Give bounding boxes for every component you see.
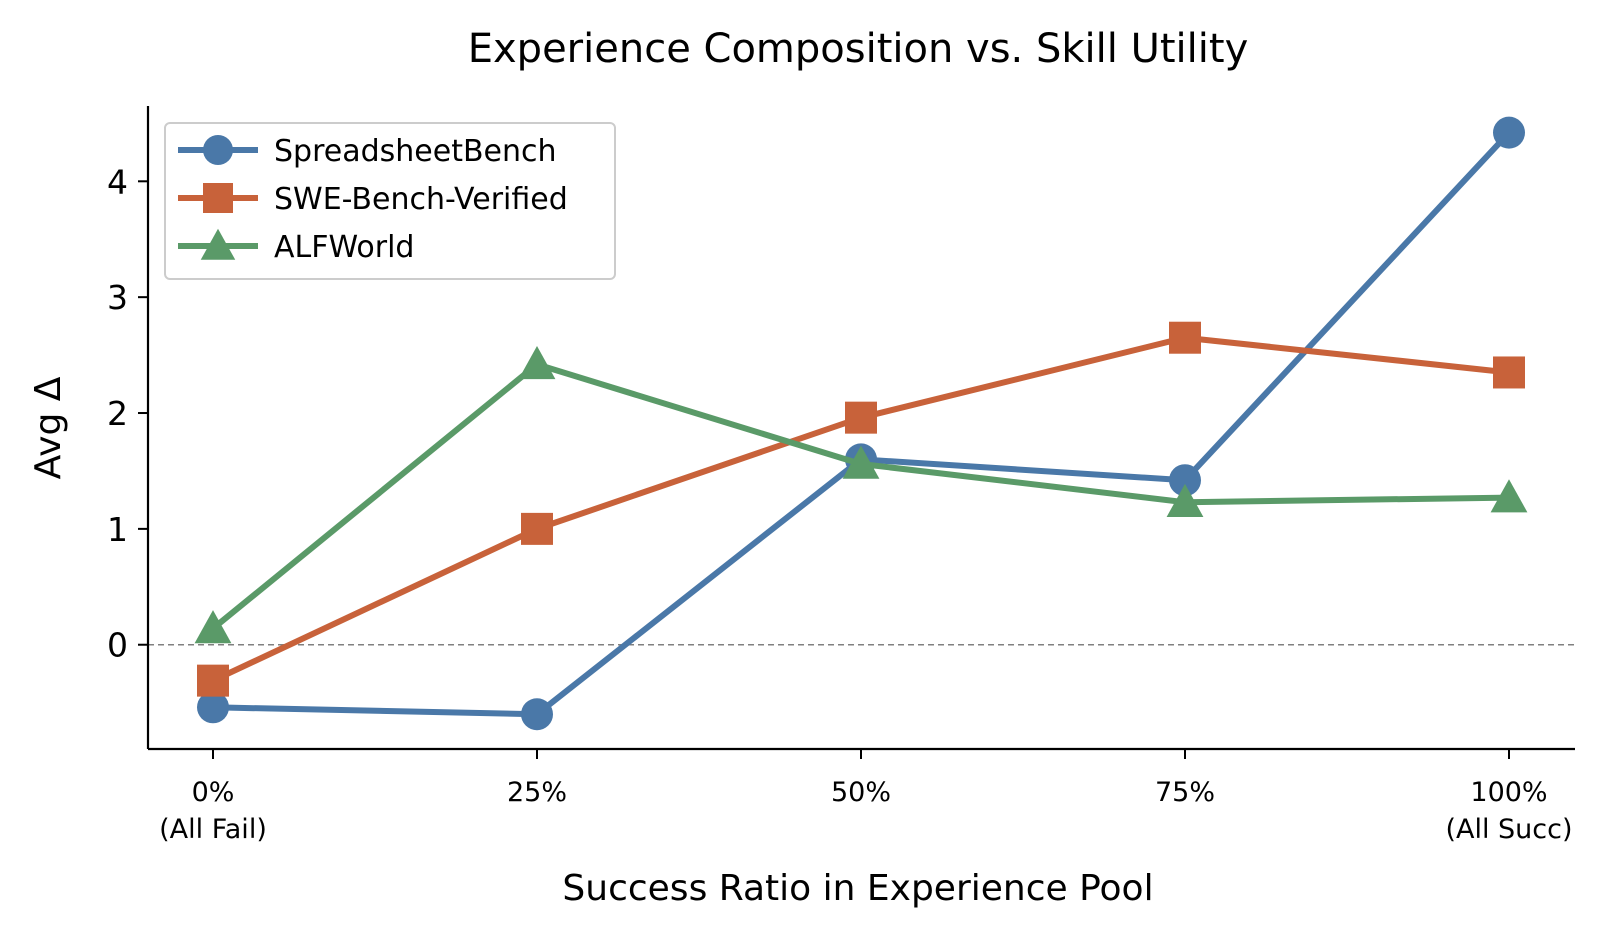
x-tick-label: 100% xyxy=(1470,777,1547,808)
chart-title: Experience Composition vs. Skill Utility xyxy=(468,26,1249,72)
x-tick-label: 75% xyxy=(1155,777,1215,808)
legend-entry: SWE-Bench-Verified xyxy=(178,182,568,217)
legend-entry: ALFWorld xyxy=(178,228,414,265)
data-point xyxy=(518,345,556,380)
data-point xyxy=(521,512,553,545)
data-point xyxy=(842,445,880,479)
series-alfworld xyxy=(194,345,1528,644)
legend-label: SpreadsheetBench xyxy=(274,134,557,169)
legend-marker xyxy=(203,135,233,165)
y-tick-label: 2 xyxy=(107,394,128,433)
legend-marker xyxy=(200,228,236,260)
data-point xyxy=(1169,464,1201,497)
x-tick-sublabel: (All Fail) xyxy=(159,814,267,845)
x-tick-label: 25% xyxy=(507,777,567,808)
legend-label: ALFWorld xyxy=(274,230,414,265)
y-tick-label: 0 xyxy=(107,626,128,665)
legend-box xyxy=(164,122,616,280)
data-point xyxy=(1493,356,1525,389)
x-tick-label: 50% xyxy=(831,777,891,808)
y-tick-label: 1 xyxy=(107,510,128,549)
x-tick-sublabel: (All Succ) xyxy=(1445,814,1572,845)
y-tick-label: 4 xyxy=(107,162,128,201)
data-point xyxy=(845,401,877,434)
data-point xyxy=(521,698,553,731)
legend-entry: SpreadsheetBench xyxy=(178,134,557,169)
legend-marker xyxy=(203,183,233,213)
data-point xyxy=(1493,116,1525,149)
data-point xyxy=(1490,479,1528,513)
series-line xyxy=(211,334,1510,684)
data-point xyxy=(197,691,229,724)
y-axis-label: Avg Δ xyxy=(28,376,69,479)
series-swe-bench-verified xyxy=(197,321,1525,697)
data-point xyxy=(1169,321,1201,354)
data-point xyxy=(1166,483,1204,517)
legend-label: SWE-Bench-Verified xyxy=(274,182,568,217)
x-axis-label: Success Ratio in Experience Pool xyxy=(562,868,1153,909)
data-point xyxy=(197,664,229,697)
data-point xyxy=(194,610,232,644)
y-tick-label: 3 xyxy=(107,278,128,317)
x-tick-label: 0% xyxy=(192,777,235,808)
